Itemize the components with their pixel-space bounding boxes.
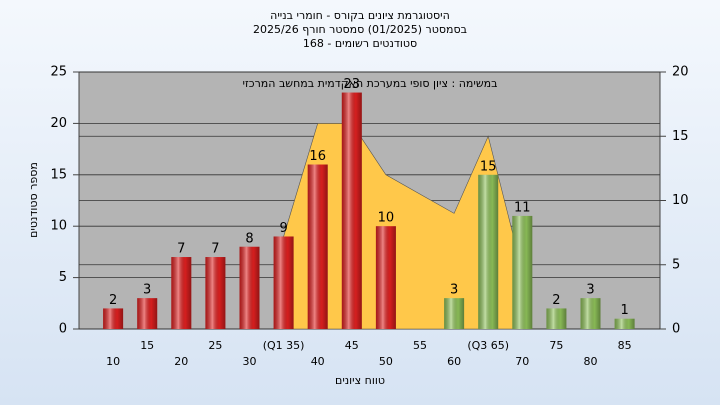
x-tick-label: 50 [379, 355, 393, 368]
y-tick-label: 15 [50, 167, 67, 182]
bar-shade [614, 318, 635, 329]
x-tick-label: 80 [584, 355, 598, 368]
y-axis-label: מספר סטודנטים [27, 162, 40, 238]
y2-tick-label: 15 [672, 129, 689, 144]
bar-shade [341, 92, 362, 329]
value-label: 9 [279, 221, 287, 236]
chart-subtitle: בסמסטר (01/2025) סמסטר חורף 2025/26 [253, 23, 467, 36]
value-label: 7 [177, 242, 185, 257]
y2-tick-label: 20 [672, 65, 689, 80]
bar-shade [137, 298, 158, 329]
y-tick-label: 10 [50, 219, 67, 234]
x-tick-label: 55 [413, 339, 427, 352]
value-label: 3 [450, 283, 458, 298]
y-tick-label: 25 [50, 65, 67, 80]
annotation: במשימה : ציון סופי במערכת האקדמית במחשב … [243, 77, 498, 90]
value-label: 2 [109, 293, 117, 308]
bar-shade [375, 226, 396, 329]
y2-tick-label: 0 [672, 322, 680, 337]
value-label: 3 [143, 283, 151, 298]
x-tick-label: 20 [174, 355, 188, 368]
x-axis-label: טווח ציונים [335, 374, 385, 387]
value-label: 11 [514, 200, 531, 215]
bar-shade [546, 308, 567, 329]
bar-shade [478, 174, 499, 329]
x-tick-label: (Q1 35) [263, 339, 305, 352]
x-tick-label: 60 [447, 355, 461, 368]
y2-tick-label: 10 [672, 193, 689, 208]
y2-tick-label: 5 [672, 257, 680, 272]
value-label: 10 [378, 211, 395, 226]
x-tick-label: 75 [549, 339, 563, 352]
bar-shade [239, 246, 260, 329]
bar-shade [171, 257, 192, 329]
y-tick-label: 5 [59, 270, 67, 285]
y-tick-label: 0 [59, 322, 67, 337]
value-label: 2 [552, 293, 560, 308]
bar-shade [444, 298, 465, 329]
x-tick-label: 85 [618, 339, 632, 352]
bar-shade [307, 164, 328, 329]
value-label: 3 [586, 283, 594, 298]
value-label: 1 [620, 303, 628, 318]
x-tick-label: 70 [515, 355, 529, 368]
x-tick-label: 25 [208, 339, 222, 352]
value-label: 8 [245, 231, 253, 246]
x-tick-label: 45 [345, 339, 359, 352]
bar-shade [205, 257, 226, 329]
y-tick-label: 20 [50, 116, 67, 131]
bar-shade [580, 298, 601, 329]
value-label: 15 [480, 159, 497, 174]
x-tick-label: 30 [243, 355, 257, 368]
value-label: 16 [309, 149, 326, 164]
bar-shade [103, 308, 124, 329]
chart-subtitle: סטודנטים רשומים - 168 [303, 37, 417, 50]
chart-title: היסטוגרמת ציונים בקורס - חומרי בנייה [270, 9, 450, 22]
bar-shade [273, 236, 294, 329]
bar-shade [512, 215, 533, 329]
value-label: 23 [344, 77, 361, 92]
x-tick-label: 40 [311, 355, 325, 368]
x-tick-label: (Q3 65) [467, 339, 509, 352]
x-tick-label: 15 [140, 339, 154, 352]
value-label: 7 [211, 242, 219, 257]
x-tick-label: 10 [106, 355, 120, 368]
